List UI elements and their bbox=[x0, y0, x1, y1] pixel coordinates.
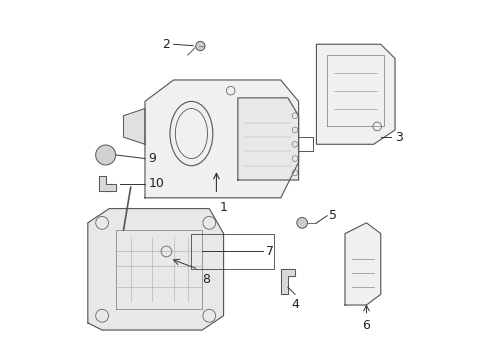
Text: 10: 10 bbox=[148, 177, 165, 190]
Polygon shape bbox=[281, 269, 295, 294]
Text: 7: 7 bbox=[267, 245, 274, 258]
Circle shape bbox=[297, 217, 308, 228]
Circle shape bbox=[196, 41, 205, 51]
Text: 8: 8 bbox=[202, 273, 210, 286]
Text: 5: 5 bbox=[329, 209, 337, 222]
Polygon shape bbox=[123, 109, 145, 144]
Text: 1: 1 bbox=[220, 202, 228, 215]
Text: 2: 2 bbox=[162, 38, 170, 51]
Polygon shape bbox=[238, 98, 298, 180]
Polygon shape bbox=[317, 44, 395, 144]
Text: 6: 6 bbox=[363, 319, 370, 332]
Polygon shape bbox=[145, 80, 298, 198]
Polygon shape bbox=[345, 223, 381, 305]
Circle shape bbox=[96, 145, 116, 165]
Polygon shape bbox=[98, 176, 117, 191]
Text: 3: 3 bbox=[395, 131, 403, 144]
Text: 4: 4 bbox=[291, 298, 299, 311]
Text: 9: 9 bbox=[148, 152, 156, 165]
Polygon shape bbox=[88, 208, 223, 330]
